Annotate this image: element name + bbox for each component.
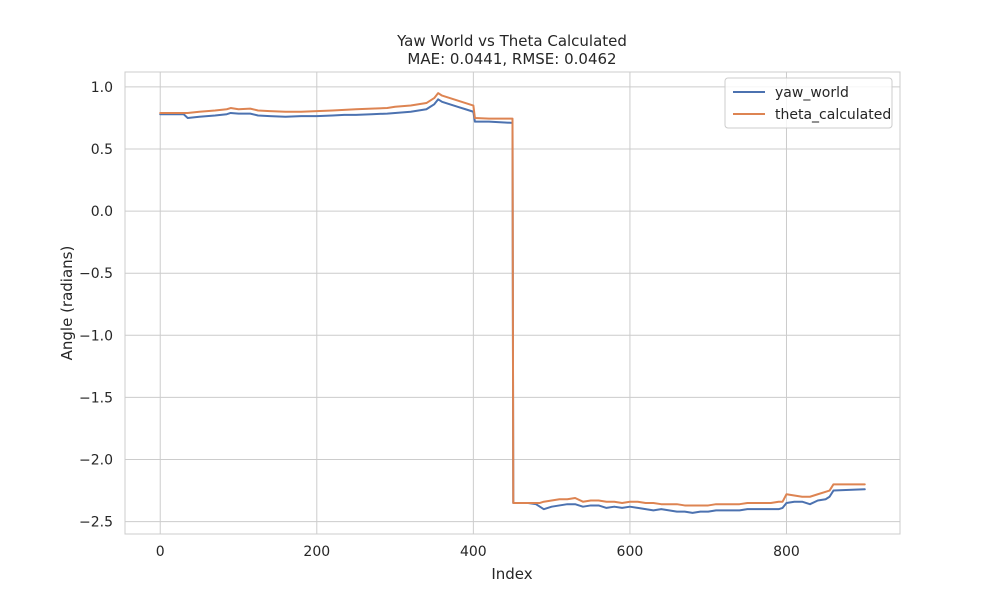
plot-frame	[124, 71, 901, 535]
chart-subtitle: MAE: 0.0441, RMSE: 0.0462	[407, 50, 616, 68]
legend: yaw_world theta_calculated	[724, 77, 893, 129]
x-tick-label: 600	[617, 544, 644, 560]
x-tick-label: 0	[156, 544, 165, 560]
x-tick-label: 200	[303, 544, 330, 560]
legend-label-theta-calculated: theta_calculated	[775, 107, 891, 123]
y-tick-label: −1.5	[79, 390, 113, 406]
y-tick-label: 0.0	[91, 204, 113, 220]
x-tick-label: 800	[773, 544, 800, 560]
legend-label-yaw-world: yaw_world	[775, 85, 849, 101]
x-axis-label: Index	[491, 565, 532, 583]
legend-box	[724, 77, 893, 129]
chart-title: Yaw World vs Theta Calculated	[396, 32, 627, 50]
y-tick-label: −0.5	[79, 266, 113, 282]
x-tick-label: 400	[460, 544, 487, 560]
y-tick-label: −2.0	[79, 452, 113, 468]
series-line-yaw-world	[159, 98, 866, 514]
series-layer	[159, 92, 866, 514]
y-tick-label: 0.5	[91, 142, 113, 158]
series-line-theta-calculated	[159, 92, 866, 507]
y-tick-label: 1.0	[91, 80, 113, 96]
y-tick-label: −1.0	[79, 328, 113, 344]
x-tick-labels: 0 200 400 600 800	[156, 544, 800, 560]
y-tick-label: −2.5	[79, 515, 113, 531]
y-tick-labels: 1.0 0.5 0.0 −0.5 −1.0 −1.5 −2.0 −2.5	[79, 80, 113, 531]
y-axis-label: Angle (radians)	[58, 246, 76, 361]
